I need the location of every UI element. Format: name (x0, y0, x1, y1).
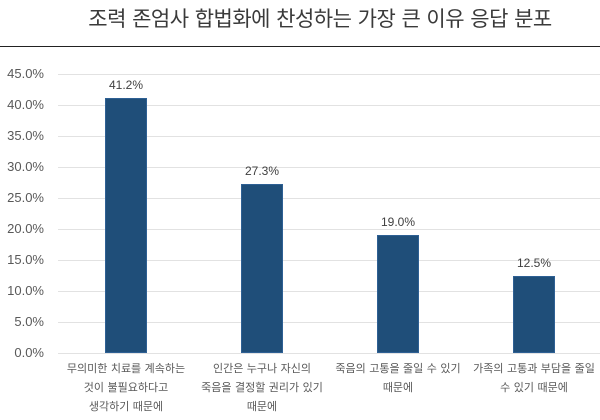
y-tick-label: 20.0% (7, 221, 44, 236)
bar (105, 97, 147, 353)
gridline (58, 198, 600, 199)
y-tick-label: 30.0% (7, 159, 44, 174)
gridline (58, 229, 600, 230)
data-label: 12.5% (516, 255, 552, 270)
x-category-label: 가족의 고통과 부담을 줄일 수 있기 때문에 (473, 362, 595, 394)
bar (377, 235, 419, 353)
y-tick-label: 40.0% (7, 97, 44, 112)
bar (513, 275, 555, 353)
gridline (58, 74, 600, 75)
y-tick-label: 45.0% (7, 66, 44, 81)
title-divider (0, 46, 600, 47)
bar (241, 183, 283, 353)
x-category-label: 죽음의 고통을 줄일 수 있기 때문에 (335, 362, 461, 394)
y-tick-label: 0.0% (14, 345, 44, 360)
x-category-label: 인간은 누구나 자신의 죽음을 결정할 권리가 있기 때문에 (201, 362, 323, 413)
chart-title: 조력 존엄사 합법화에 찬성하는 가장 큰 이유 응답 분포 (88, 7, 552, 31)
gridline (58, 291, 600, 292)
data-label: 19.0% (380, 215, 416, 230)
gridline (58, 105, 600, 106)
data-label: 27.3% (244, 163, 280, 178)
y-tick-label: 15.0% (7, 252, 44, 267)
gridline (58, 353, 600, 354)
y-tick-label: 35.0% (7, 128, 44, 143)
data-label: 41.2% (108, 77, 144, 92)
y-tick-label: 5.0% (14, 314, 44, 329)
gridline (58, 167, 600, 168)
x-category-label: 무의미한 치료를 계속하는 것이 불필요하다고 생각하기 때문에 (66, 362, 186, 413)
gridline (58, 260, 600, 261)
y-tick-label: 25.0% (7, 190, 44, 205)
y-tick-label: 10.0% (7, 283, 44, 298)
gridline (58, 136, 600, 137)
gridline (58, 322, 600, 323)
